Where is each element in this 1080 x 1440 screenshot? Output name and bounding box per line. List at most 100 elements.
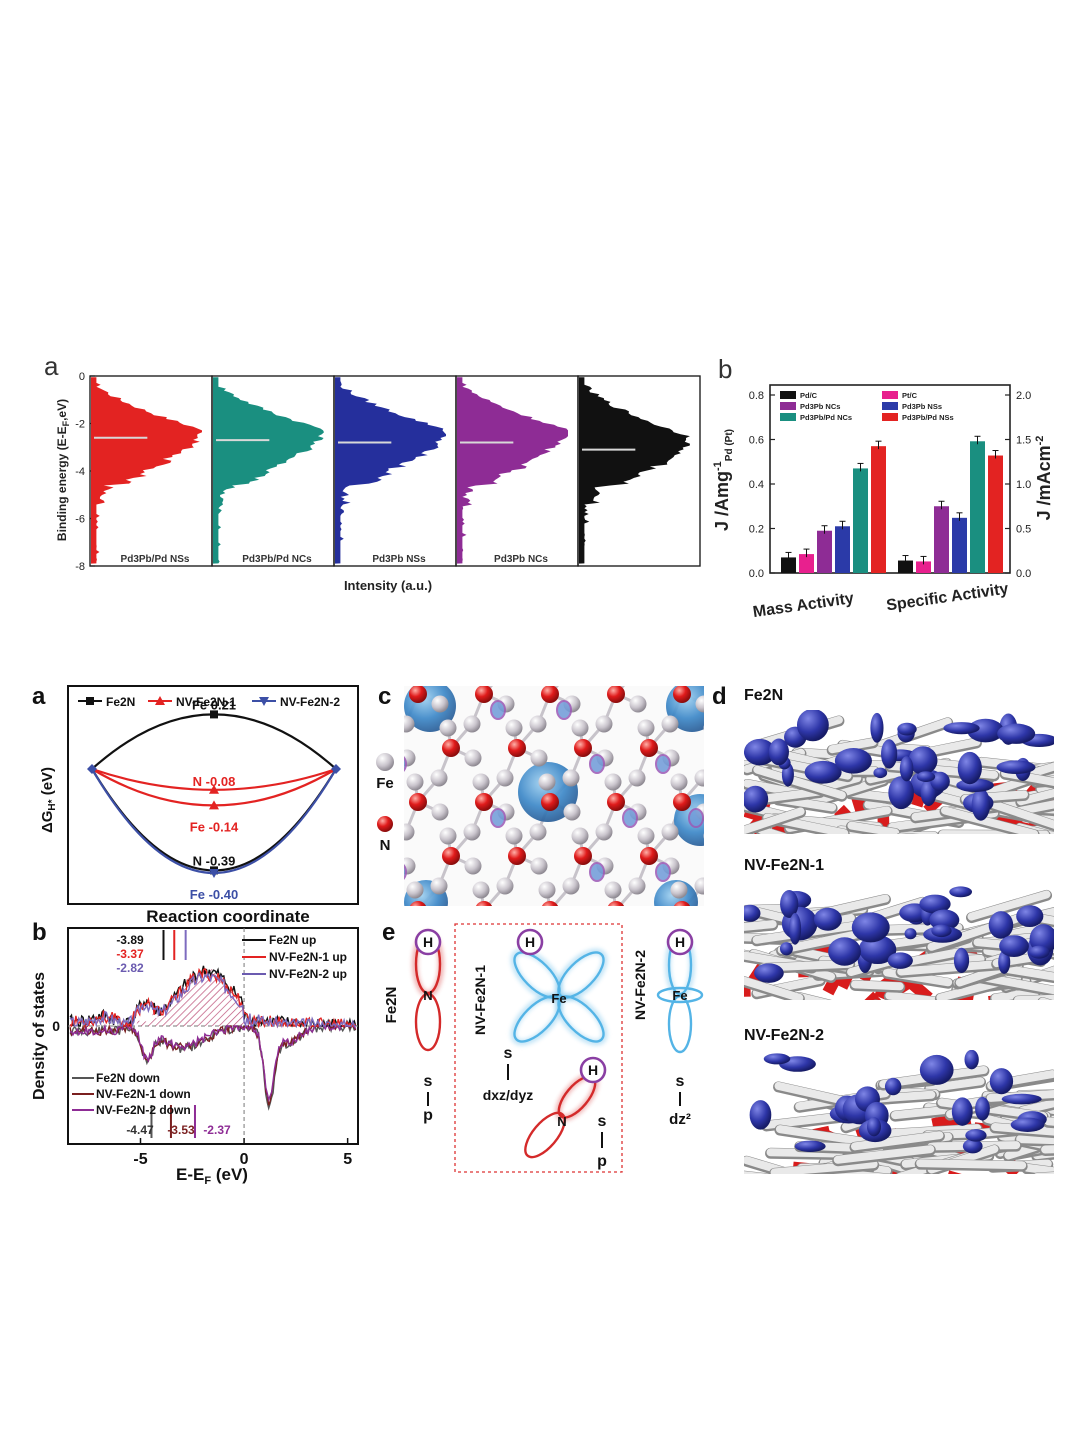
legend-label-fe2n: Fe2N [106, 695, 135, 709]
fe-atom [703, 725, 704, 731]
bottom-panel-e: e Fe2N H N s p NV-Fe2N-1 [382, 919, 704, 1173]
legend-down-label: NV-Fe2N-1 down [96, 1087, 191, 1101]
charge-lobe [490, 808, 506, 828]
charge-lobe [359, 917, 373, 935]
charge-lobe [655, 754, 671, 774]
fe-atom [628, 769, 646, 787]
bond-stick [991, 988, 1040, 1000]
fe-atom [398, 932, 415, 949]
n-atom [475, 901, 493, 906]
bond-shadow [793, 991, 832, 1000]
bond [451, 640, 473, 650]
fe-atom [597, 642, 614, 659]
bond-stick [941, 806, 1039, 834]
sample-label: Pd3Pb/Pd NSs [121, 554, 190, 565]
legend-label: Pd3Pb NCs [800, 402, 840, 411]
bond [715, 832, 736, 856]
left-tick-label: 0.4 [749, 479, 764, 491]
bond [352, 778, 373, 802]
charge-isosurface [796, 710, 829, 742]
legend-swatch [882, 402, 898, 410]
e-col1-h: H [423, 934, 433, 950]
e-col2-fe: Fe [551, 991, 566, 1006]
charge-isosurface [957, 751, 982, 785]
bond-stick [876, 1004, 967, 1035]
bottom-a-legend: Fe2N NV-Fe2N-1 NV-Fe2N-2 [78, 695, 340, 709]
n-block [860, 991, 889, 1000]
fe-atom [463, 715, 481, 733]
fe-atom [365, 878, 382, 895]
band-center-down-label: -2.37 [203, 1123, 231, 1137]
charge-isosurface [951, 1097, 973, 1126]
n-atom [442, 631, 460, 649]
fe-atom [629, 695, 647, 713]
bond [701, 771, 704, 779]
bond-stick [847, 821, 900, 834]
dz2-lobe-lower [667, 994, 693, 1054]
charge-isosurface [1010, 1117, 1045, 1132]
e-col2-p: p [597, 1153, 607, 1170]
fe-atom [473, 666, 490, 683]
n-atom [541, 793, 559, 811]
charge-isosurface [763, 1053, 791, 1065]
bond-stick [1045, 1115, 1054, 1124]
fe-atom [571, 827, 589, 845]
bond-stick [897, 959, 1006, 976]
fe-atom [538, 881, 556, 899]
e-col1-p: p [423, 1107, 433, 1124]
left-tick-label: 0.8 [749, 390, 764, 402]
n-atom [475, 793, 493, 811]
fe-atom [562, 877, 580, 895]
charge-isosurface [997, 723, 1036, 744]
x-tick-label: 0 [240, 1151, 249, 1168]
legend-label: Pt/C [902, 391, 918, 400]
right-tick-label: 1.5 [1016, 435, 1031, 447]
n-atom [409, 686, 427, 703]
sample-label: Pd3Pb/Pd NCs [242, 554, 312, 565]
fe-atom [406, 881, 424, 899]
charge-isosurface [744, 785, 769, 813]
bond-shadow [1062, 1127, 1080, 1128]
bond-stick [850, 1131, 944, 1151]
bond [373, 856, 385, 886]
bond [649, 640, 671, 650]
bond-stick [833, 1145, 935, 1164]
bond-stick [1016, 1135, 1054, 1145]
charge-density-nv1 [744, 880, 1054, 1035]
fe-atom [399, 642, 416, 659]
legend-down-label: NV-Fe2N-2 down [96, 1103, 191, 1117]
top-b-ylabel-right: J /mAcm-2 [1034, 436, 1054, 521]
bond [352, 910, 374, 920]
fe-atom [729, 642, 746, 659]
e-col3-fe: Fe [672, 988, 687, 1003]
bond-shadow [1009, 997, 1054, 1000]
charge-isosurface [859, 935, 897, 965]
charge-density-fe2n [744, 710, 1054, 834]
sample-label: Pd3Pb NCs [494, 554, 548, 565]
bar [799, 554, 814, 573]
bottom-b-ylabel: Density of states [31, 972, 48, 1100]
bottom-panel-d: d Fe2N NV-Fe2N-1 NV-Fe2N-2 [712, 683, 1080, 1174]
panel-d-title-nv1: NV-Fe2N-1 [744, 857, 824, 874]
fe-atom [505, 719, 523, 737]
legend-n-atom [377, 816, 393, 832]
fe-atom [464, 749, 482, 767]
n-atom [607, 686, 625, 703]
charge-isosurface [989, 1068, 1014, 1095]
e-col3-label: NV-Fe2N-2 [632, 950, 648, 1020]
bond [571, 640, 583, 670]
bond-shadow [1062, 1083, 1080, 1100]
top-panel-b-letter: b [718, 354, 732, 384]
fe-atom [728, 716, 745, 733]
fe-atom [737, 666, 754, 683]
fe-atom [464, 932, 481, 949]
charge-isosurface [870, 712, 884, 743]
bottom-b-plot: -5 0 5 -3.89-3.37-2.82 -4.47 -3.53 -2.37 Fe2N u… [68, 928, 358, 1168]
fe-atom [696, 912, 713, 929]
n-atom [640, 847, 658, 865]
y-tick-label: -2 [75, 419, 85, 431]
charge-isosurface [866, 1117, 882, 1137]
band-center-up-label: -3.89 [116, 933, 144, 947]
bar [898, 560, 913, 573]
bond [778, 836, 781, 856]
